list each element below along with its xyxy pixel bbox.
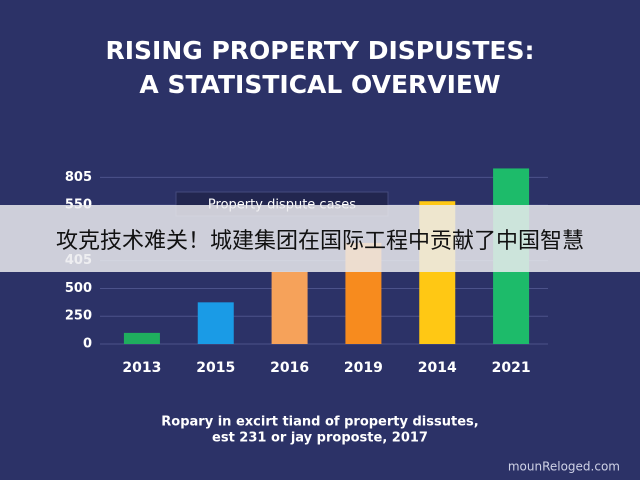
y-tick-label: 250 — [65, 309, 92, 324]
x-tick-label: 2013 — [122, 360, 161, 376]
x-tick-label: 2021 — [492, 360, 531, 376]
chart-title: A STATISTICAL OVERVIEW — [139, 70, 500, 99]
watermark: mounReloged.com — [508, 460, 620, 474]
bar — [271, 271, 308, 344]
x-tick-label: 2014 — [418, 360, 457, 376]
bar — [197, 302, 234, 344]
y-tick-label: 805 — [65, 170, 92, 185]
x-tick-label: 2019 — [344, 360, 383, 376]
caption: Ropary in excirt tiand of property dissu… — [161, 415, 478, 430]
caption: est 231 or jay proposte, 2017 — [212, 431, 428, 446]
x-tick-label: 2016 — [270, 360, 309, 376]
overlay-banner: 攻克技术难关！城建集团在国际工程中贡献了中国智慧 — [0, 205, 640, 272]
y-tick-label: 500 — [65, 281, 92, 296]
chart-title: RISING PROPERTY DISPUSTES: — [105, 36, 534, 65]
y-tick-label: 0 — [83, 337, 92, 352]
x-tick-label: 2015 — [196, 360, 235, 376]
bar — [123, 332, 160, 344]
